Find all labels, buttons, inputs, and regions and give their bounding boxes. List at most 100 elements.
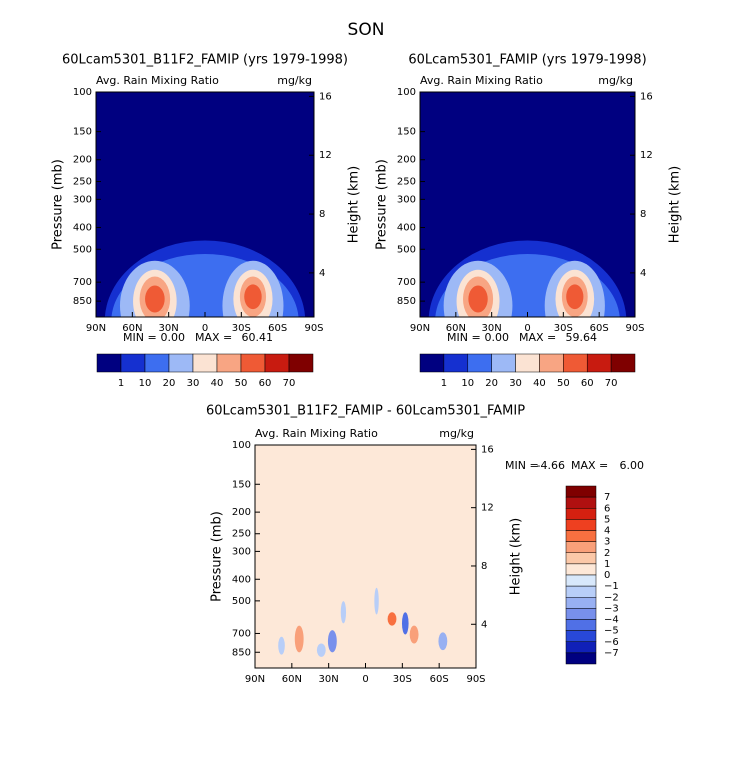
colorbar-label: 30	[509, 378, 522, 389]
colorbar-label: 10	[461, 378, 474, 389]
max-value: 6.00	[620, 459, 645, 472]
colorbar-label: 60	[581, 378, 594, 389]
subtitle: Avg. Rain Mixing Ratio	[255, 427, 378, 440]
contour-fill	[145, 285, 165, 313]
colorbar-label: 20	[163, 378, 176, 389]
max-label: MAX =	[195, 331, 232, 344]
contour-fill	[294, 625, 304, 653]
colorbar-box	[419, 353, 445, 373]
contour-fill	[387, 612, 397, 626]
contour-fill	[401, 612, 409, 635]
colorbar-label: 30	[187, 378, 200, 389]
y2-tick-label: 12	[481, 503, 494, 514]
colorbar-label: −6	[604, 637, 619, 648]
units: mg/kg	[439, 427, 474, 440]
y-tick-label: 150	[73, 127, 92, 138]
x-tick-label: 90N	[245, 674, 265, 685]
x-tick-label: 60N	[446, 323, 466, 334]
x-tick-label: 60S	[590, 323, 609, 334]
y-tick-label: 100	[73, 87, 92, 98]
min-value: -4.66	[537, 459, 565, 472]
x-tick-label: 0	[524, 323, 530, 334]
min-value: 0.00	[485, 331, 510, 344]
y-tick-label: 100	[232, 440, 251, 451]
y-tick-label: 850	[232, 647, 251, 658]
y-tick-label: 500	[232, 596, 251, 607]
x-tick-label: 30N	[319, 674, 339, 685]
contour-field	[255, 445, 476, 668]
panel-title: 60Lcam5301_FAMIP (yrs 1979-1998)	[408, 53, 646, 68]
x-tick-label: 30S	[232, 323, 251, 334]
colorbar-box	[467, 353, 492, 373]
y2-tick-label: 16	[481, 444, 494, 455]
x-tick-label: 30N	[482, 323, 502, 334]
colorbar-box	[192, 353, 218, 373]
x-tick-label: 60N	[122, 323, 142, 334]
y2-axis-label: Height (km)	[668, 166, 683, 243]
colorbar-label: 60	[259, 378, 272, 389]
panel-title: 60Lcam5301_B11F2_FAMIP (yrs 1979-1998)	[62, 53, 348, 68]
y2-tick-label: 4	[319, 268, 325, 279]
colorbar-label: 2	[604, 548, 610, 559]
field-background	[255, 445, 476, 668]
x-tick-label: 60S	[268, 323, 287, 334]
x-tick-label: 90N	[86, 323, 106, 334]
y2-tick-label: 8	[640, 209, 646, 220]
colorbar-label: 10	[139, 378, 152, 389]
y-tick-label: 200	[73, 155, 92, 166]
colorbar-label: 7	[604, 492, 610, 503]
colorbar-box	[565, 652, 597, 665]
contour-field	[420, 92, 635, 317]
y-tick-label: 500	[397, 244, 416, 255]
contour-fill	[340, 601, 347, 624]
colorbar-box	[216, 353, 242, 373]
colorbar-box	[565, 485, 597, 498]
y-tick-label: 150	[397, 127, 416, 138]
colorbar-box	[264, 353, 290, 373]
colorbar-box	[565, 563, 597, 576]
colorbar-box	[168, 353, 194, 373]
y2-tick-label: 16	[319, 91, 332, 102]
panel-title: 60Lcam5301_B11F2_FAMIP - 60Lcam5301_FAMI…	[206, 404, 525, 419]
min-value: 0.00	[161, 331, 186, 344]
contour-fill	[374, 587, 379, 615]
contour-fill	[316, 643, 326, 657]
y-tick-label: 250	[73, 177, 92, 188]
colorbar-label: 70	[283, 378, 296, 389]
y-tick-label: 200	[397, 155, 416, 166]
y2-tick-label: 8	[319, 209, 325, 220]
max-value: 59.64	[566, 331, 598, 344]
x-tick-label: 0	[362, 674, 368, 685]
y-tick-label: 400	[73, 222, 92, 233]
colorbar-label: 40	[533, 378, 546, 389]
x-tick-label: 30S	[554, 323, 573, 334]
x-tick-label: 30N	[159, 323, 179, 334]
colorbar-box	[565, 496, 597, 509]
colorbar-box	[565, 641, 597, 654]
colorbar-label: 5	[604, 514, 610, 525]
x-tick-label: 0	[202, 323, 208, 334]
contour-fill	[438, 632, 448, 651]
y-tick-label: 200	[232, 507, 251, 518]
colorbar-label: 3	[604, 537, 610, 548]
min-label: MIN =	[447, 331, 481, 344]
y2-tick-label: 16	[640, 91, 653, 102]
y-tick-label: 400	[397, 222, 416, 233]
colorbar-box	[563, 353, 588, 373]
colorbar-label: 6	[604, 503, 610, 514]
colorbar-label: 1	[118, 378, 124, 389]
y-tick-label: 500	[73, 244, 92, 255]
y2-axis-label: Height (km)	[509, 518, 524, 595]
y-tick-label: 700	[397, 277, 416, 288]
y2-tick-label: 12	[319, 150, 332, 161]
colorbar-label: 40	[211, 378, 224, 389]
colorbar-box	[288, 353, 314, 373]
contour-fill	[468, 285, 488, 313]
y2-tick-label: 12	[640, 150, 653, 161]
colorbar-label: 50	[557, 378, 570, 389]
colorbar-box	[491, 353, 516, 373]
colorbar-box	[539, 353, 564, 373]
contour-fill	[278, 636, 285, 655]
x-tick-label: 90S	[625, 323, 644, 334]
y2-tick-label: 4	[640, 268, 646, 279]
